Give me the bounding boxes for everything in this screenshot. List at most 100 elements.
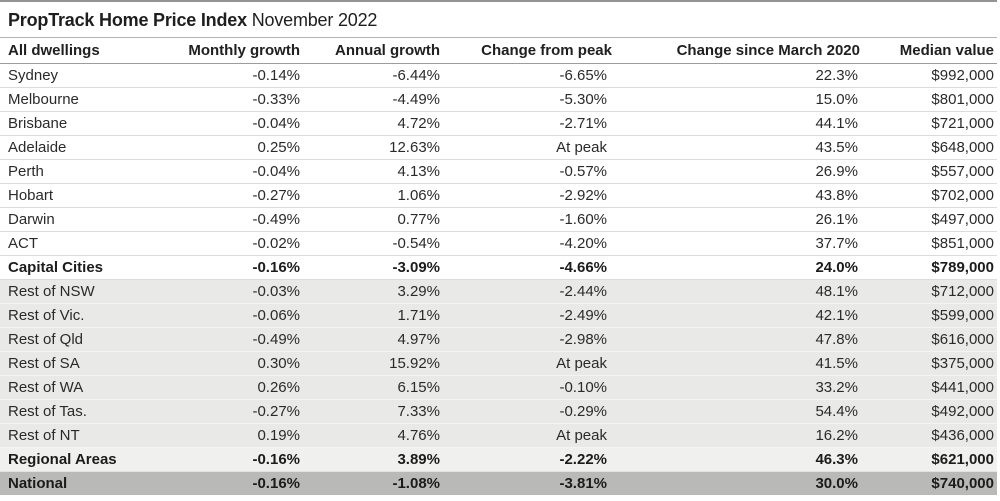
value-cell: $851,000 [931,235,994,252]
price-index-table: All dwellings Monthly growth Annual grow… [0,37,997,496]
row-label-cell: Rest of WA [8,379,84,396]
value-cell: $557,000 [931,163,994,180]
value-cell: 46.3% [815,451,858,468]
table-row: Rest of NSW -0.03% 3.29% -2.44% 48.1% $712,00… [0,279,997,304]
table-row: Brisbane -0.04% 4.72% -2.71% 44.1% $721,000 [0,111,997,136]
value-cell: -0.02% [252,235,300,252]
col-header-annual-growth: Annual growth [300,37,440,64]
table-row: Darwin -0.49% 0.77% -1.60% 26.1% $497,000 [0,207,997,232]
value-cell: 0.26% [257,379,300,396]
value-cell: $801,000 [931,91,994,108]
value-cell: $497,000 [931,211,994,228]
value-cell: 0.30% [257,355,300,372]
value-cell: 0.25% [257,139,300,156]
value-cell: 4.13% [397,163,440,180]
value-cell: -1.60% [559,211,607,228]
row-label-cell: Rest of NSW [8,283,95,300]
value-cell: 1.71% [397,307,440,324]
value-cell: $721,000 [931,115,994,132]
value-cell: $648,000 [931,139,994,156]
value-cell: $712,000 [931,283,994,300]
col-header-change-from-peak: Change from peak [440,37,612,64]
value-cell: 54.4% [815,403,858,420]
table-row: Melbourne -0.33% -4.49% -5.30% 15.0% $801,000 [0,87,997,112]
value-cell: 4.72% [397,115,440,132]
table-row: National -0.16% -1.08% -3.81% 30.0% $740,000 [0,471,997,496]
value-cell: -3.09% [392,259,440,276]
value-cell: 43.5% [815,139,858,156]
table-row: ACT -0.02% -0.54% -4.20% 37.7% $851,000 [0,231,997,256]
value-cell: 0.77% [397,211,440,228]
table-row: Rest of Vic. -0.06% 1.71% -2.49% 42.1% $599,0… [0,303,997,328]
table-row: Capital Cities -0.16% -3.09% -4.66% 24.0% $78… [0,255,997,280]
value-cell: 4.97% [397,331,440,348]
value-cell: -0.14% [252,67,300,84]
row-label-cell: Hobart [8,187,54,204]
row-label-cell: Brisbane [8,115,68,132]
value-cell: -0.16% [252,259,300,276]
row-label-cell: Sydney [8,67,59,84]
value-cell: 3.29% [397,283,440,300]
value-cell: 26.9% [815,163,858,180]
value-cell: $436,000 [931,427,994,444]
value-cell: 47.8% [815,331,858,348]
row-label-cell: Darwin [8,211,55,228]
row-label-cell: Melbourne [8,91,79,108]
value-cell: -0.29% [559,403,607,420]
table-row: Adelaide 0.25% 12.63% At peak 43.5% $648,000 [0,135,997,160]
value-cell: -0.03% [252,283,300,300]
value-cell: -1.08% [392,475,440,492]
value-cell: 43.8% [815,187,858,204]
table-row: Regional Areas -0.16% 3.89% -2.22% 46.3% $621… [0,447,997,472]
row-label-cell: Rest of Vic. [8,307,85,324]
value-cell: 30.0% [815,475,858,492]
value-cell: -3.81% [559,475,607,492]
row-label-cell: Rest of Tas. [8,403,87,420]
value-cell: -0.06% [252,307,300,324]
value-cell: 15.92% [389,355,440,372]
row-label-cell: ACT [8,235,38,252]
value-cell: 0.19% [257,427,300,444]
value-cell: 37.7% [815,235,858,252]
value-cell: -0.10% [559,379,607,396]
value-cell: -0.27% [252,187,300,204]
value-cell: -6.44% [392,67,440,84]
value-cell: $441,000 [931,379,994,396]
value-cell: 4.76% [397,427,440,444]
value-cell: -0.49% [252,331,300,348]
value-cell: $702,000 [931,187,994,204]
value-cell: 12.63% [389,139,440,156]
row-label-cell: Rest of NT [8,427,80,444]
value-cell: 16.2% [815,427,858,444]
value-cell: $599,000 [931,307,994,324]
value-cell: 6.15% [397,379,440,396]
table-row: Perth -0.04% 4.13% -0.57% 26.9% $557,000 [0,159,997,184]
value-cell: $375,000 [931,355,994,372]
value-cell: -4.49% [392,91,440,108]
value-cell: -0.54% [392,235,440,252]
table-row: Sydney -0.14% -6.44% -6.65% 22.3% $992,000 [0,63,997,88]
col-header-all-dwellings: All dwellings [0,37,165,64]
value-cell: -2.71% [559,115,607,132]
row-label-cell: Rest of SA [8,355,80,372]
value-cell: 1.06% [397,187,440,204]
table-row: Rest of NT 0.19% 4.76% At peak 16.2% $436,000 [0,423,997,448]
table-row: Hobart -0.27% 1.06% -2.92% 43.8% $702,000 [0,183,997,208]
value-cell: $740,000 [931,475,994,492]
table-row: Rest of Tas. -0.27% 7.33% -0.29% 54.4% $492,0… [0,399,997,424]
chart-title: PropTrack Home Price Index [8,10,247,30]
table-row: Rest of WA 0.26% 6.15% -0.10% 33.2% $441,000 [0,375,997,400]
value-cell: -0.57% [559,163,607,180]
value-cell: $789,000 [931,259,994,276]
header-row: All dwellings Monthly growth Annual grow… [0,37,997,64]
value-cell: 41.5% [815,355,858,372]
value-cell: -0.16% [252,475,300,492]
top-divider [0,0,997,2]
table-header: All dwellings Monthly growth Annual grow… [0,37,997,64]
value-cell: 26.1% [815,211,858,228]
value-cell: 24.0% [815,259,858,276]
value-cell: -2.44% [559,283,607,300]
value-cell: -0.27% [252,403,300,420]
row-label-cell: National [8,475,68,492]
